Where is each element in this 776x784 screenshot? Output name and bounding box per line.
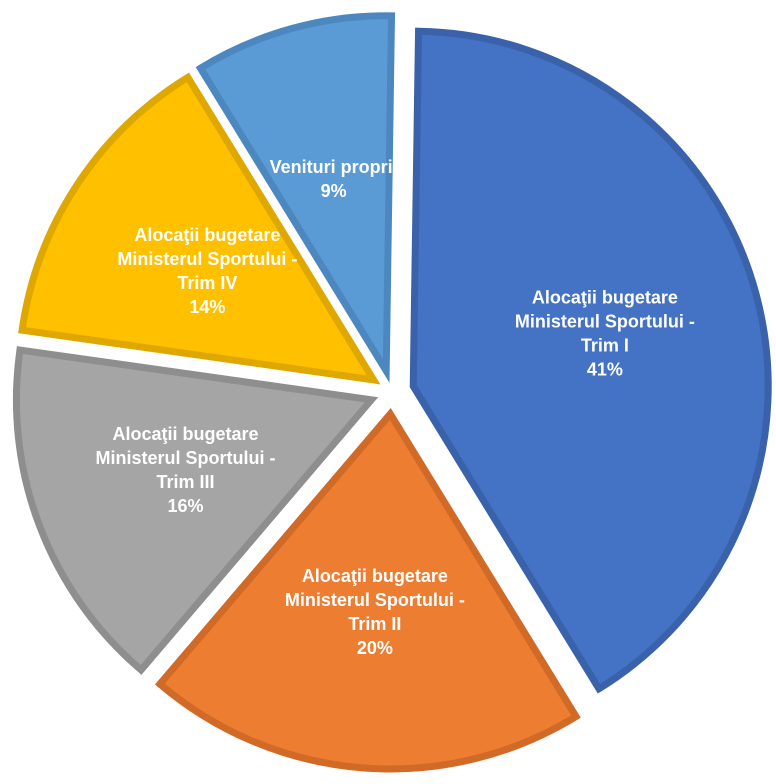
slice-value-label: 14% (189, 297, 225, 317)
pie-slice-1 (409, 27, 772, 694)
slice-category-label: Trim II (348, 614, 401, 634)
slice-category-label: Ministerul Sportului - (285, 590, 465, 610)
slice-category-label: Alocaţii bugetare (532, 288, 678, 308)
slice-category-label: Ministerul Sportului - (515, 312, 695, 332)
slice-category-label: Ministerul Sportului - (117, 249, 297, 269)
slice-category-label: Venituri proprii (270, 157, 398, 177)
slice-label-3: Alocaţii bugetare Ministerul Sportului - T… (96, 424, 276, 516)
slice-category-label: Alocaţii bugetare (302, 566, 448, 586)
slice-value-label: 41% (587, 360, 623, 380)
slice-category-label: Trim III (156, 472, 214, 492)
slice-category-label: Ministerul Sportului - (96, 448, 276, 468)
slice-value-label: 20% (357, 638, 393, 658)
pie-slice-5 (195, 12, 396, 383)
slice-value-label: 16% (167, 496, 203, 516)
slice-category-label: Alocaţii bugetare (134, 225, 280, 245)
pie-slice-2 (154, 407, 581, 773)
slice-category-label: Alocaţii bugetare (112, 424, 258, 444)
slice-label-4: Alocaţii bugetare Ministerul Sportului - T… (117, 225, 297, 317)
slice-value-label: 9% (321, 181, 347, 201)
pie-slice-3 (12, 346, 379, 675)
slice-category-label: Trim IV (177, 273, 237, 293)
slice-label-1: Alocaţii bugetare Ministerul Sportului - T… (515, 288, 695, 380)
slice-label-5: Venituri proprii 9% (270, 157, 398, 201)
pie-slice-4 (18, 72, 381, 385)
slice-label-2: Alocaţii bugetare Ministerul Sportului - T… (285, 566, 465, 658)
slice-category-label: Trim I (581, 336, 629, 356)
